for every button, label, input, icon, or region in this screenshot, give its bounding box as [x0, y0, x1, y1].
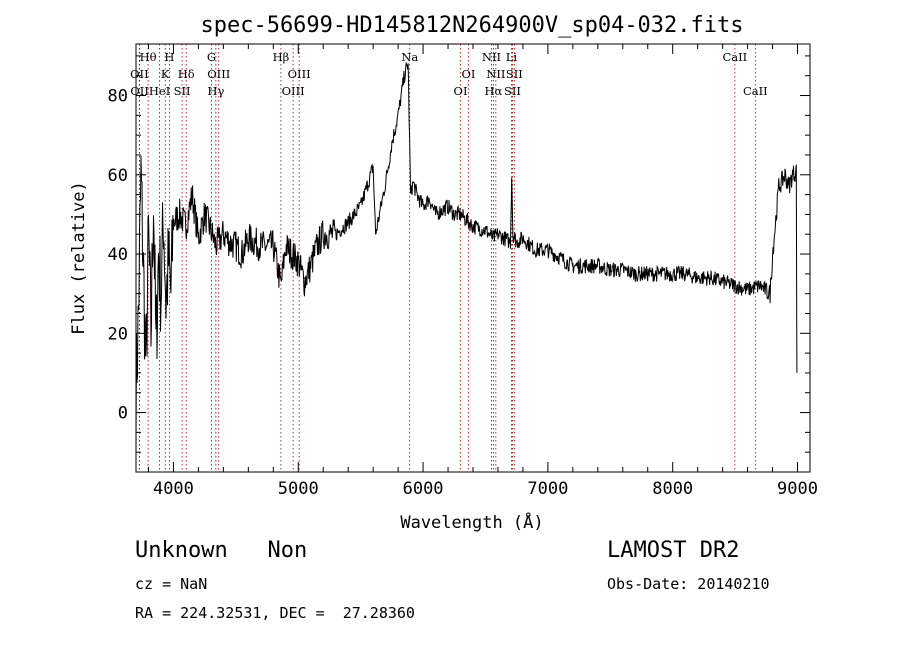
- spectrum-chart: spec-56699-HD145812N264900V_sp04-032.fit…: [0, 0, 900, 540]
- line-label-0: Hθ: [140, 50, 157, 64]
- x-tick-label-4: 8000: [652, 479, 693, 499]
- x-axis-label: Wavelength (Å): [400, 511, 543, 533]
- line-label-23: CaII: [722, 50, 747, 64]
- x-tick-label-5: 9000: [777, 479, 818, 499]
- y-tick-label-4: 80: [108, 87, 128, 107]
- object-class: Unknown Non: [135, 538, 307, 563]
- y-axis-label: Flux (relative): [69, 181, 89, 335]
- line-label-6: Hδ: [178, 67, 195, 81]
- line-label-10: Hγ: [207, 84, 224, 98]
- y-tick-label-0: 0: [118, 404, 128, 424]
- y-axis-ticks: 0 20 40 60 80: [108, 56, 810, 452]
- line-label-8: G: [207, 50, 216, 64]
- line-label-12: OIII: [288, 67, 311, 81]
- redshift-cz: cz = NaN: [135, 575, 207, 593]
- x-tick-label-0: 4000: [153, 479, 194, 499]
- line-label-14: Na: [401, 50, 418, 64]
- line-label-24: CaII: [743, 84, 768, 98]
- ra-dec: RA = 224.32531, DEC = 27.28360: [135, 604, 415, 622]
- line-label-18: NII: [486, 67, 505, 81]
- chart-title: spec-56699-HD145812N264900V_sp04-032.fit…: [200, 13, 743, 38]
- y-tick-label-2: 40: [108, 245, 128, 265]
- obs-date: Obs-Date: 20140210: [607, 575, 770, 593]
- survey-name: LAMOST DR2: [607, 538, 739, 563]
- spectral-line-markers: HθOIIOIIHKHeIHδSIIGOIIIHγHβOIIIOIIINaOIO…: [130, 44, 768, 472]
- line-label-17: NII: [482, 50, 501, 64]
- line-label-5: HeI: [149, 84, 170, 98]
- line-label-22: SII: [504, 84, 521, 98]
- x-tick-label-2: 6000: [403, 479, 444, 499]
- y-tick-label-1: 20: [108, 324, 128, 344]
- y-tick-label-3: 60: [108, 166, 128, 186]
- line-label-20: Li: [506, 50, 518, 64]
- line-label-15: OI: [462, 67, 476, 81]
- x-axis-ticks: 4000 5000 6000 7000 8000 9000: [148, 44, 818, 499]
- line-label-9: OIII: [207, 67, 230, 81]
- line-label-11: Hβ: [273, 50, 290, 64]
- line-label-16: OI: [454, 84, 468, 98]
- x-tick-label-3: 7000: [527, 479, 568, 499]
- line-label-13: OIII: [282, 84, 305, 98]
- line-label-21: SII: [506, 67, 523, 81]
- spectrum-line: [136, 63, 797, 444]
- x-tick-label-1: 5000: [278, 479, 319, 499]
- line-label-7: SII: [174, 84, 191, 98]
- line-label-19: Hα: [484, 84, 502, 98]
- line-label-4: K: [161, 67, 170, 81]
- plot-frame: [136, 44, 810, 472]
